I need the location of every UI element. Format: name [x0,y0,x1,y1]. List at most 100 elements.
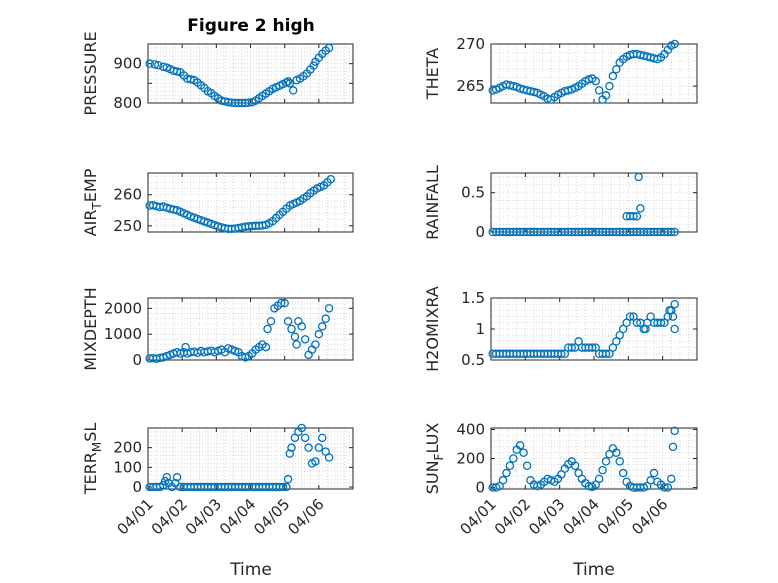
data-point [605,349,614,359]
x-tick-label: 04/02 [491,495,534,538]
data-point [290,332,300,341]
y-axis-label: SUNFLUX [423,423,446,495]
data-point [280,298,289,308]
data-point [594,474,604,484]
data-point [646,476,655,485]
y-tick-label: 100 [113,458,142,476]
y-tick-label: 250 [113,217,142,235]
data-point [297,423,306,433]
y-tick-label: 0 [475,479,485,497]
data-point [588,343,597,352]
series-air-temp [145,174,336,234]
data-point [612,448,621,457]
y-tick-label: 1000 [104,325,142,343]
y-tick-label: 0.5 [461,184,485,202]
data-point [667,474,676,484]
x-tick-label: 04/01 [457,495,500,538]
data-point [641,324,650,334]
series-h2omixra [488,299,679,359]
series-theta [488,39,679,104]
figure-title: Figure 2 high [187,16,315,36]
data-point [636,204,645,213]
x-axis-label-left: Time [229,560,272,580]
x-tick-label: 04/03 [182,495,225,538]
x-tick-label: 04/06 [284,495,327,538]
x-tick-label: 04/05 [250,495,293,538]
data-point [300,335,310,344]
data-point [311,340,320,349]
data-point [632,318,642,328]
data-point [608,71,618,81]
data-point [608,343,618,352]
data-point [612,65,621,74]
data-point [634,172,643,182]
data-point [326,174,336,184]
data-point [519,448,528,457]
data-point [667,227,676,237]
data-point [670,39,679,49]
x-axis-label-right: Time [572,560,615,580]
data-point [304,350,313,360]
data-point [153,60,163,70]
data-point [324,453,334,462]
data-point [574,337,583,346]
data-point [591,76,600,86]
series-rainfall [488,172,679,237]
y-tick-label: 400 [456,420,485,438]
data-point [660,318,669,328]
data-point [266,316,276,326]
data-point [668,442,678,452]
data-point [288,86,298,95]
data-point [317,433,327,443]
axes-box [490,172,698,233]
data-point [670,426,679,436]
panel-theta: 265 270 THETA [423,35,698,104]
y-axis-label: H2OMIXRA [423,286,442,372]
data-point [605,81,614,91]
x-tick-label: 04/03 [525,495,568,538]
data-point [663,483,673,492]
data-point [629,312,638,321]
data-point [632,212,642,221]
data-point [660,483,669,492]
data-point [625,312,635,321]
y-tick-label: 0.5 [461,351,485,369]
data-point [300,433,310,443]
data-point [601,349,611,359]
y-axis-label: AIRTEMP [81,168,104,236]
data-point [287,443,296,452]
data-point [261,342,271,352]
y-tick-label: 0 [475,223,485,241]
data-point [321,314,330,323]
y-tick-label: 900 [113,55,142,73]
data-point [297,322,306,331]
panel-rainfall: 0 0.5 RAINFALL [423,165,698,241]
series-terr-msl [145,423,334,492]
data-point [618,468,628,478]
x-tick-label: 04/04 [216,495,259,538]
data-point [317,322,327,331]
data-point [505,461,515,471]
data-point [324,304,334,313]
y-axis-label: PRESSURE [81,31,100,115]
x-tick-label: 04/04 [560,495,603,538]
data-point [598,465,607,475]
data-point [670,324,679,334]
data-point [522,461,532,471]
data-point [311,457,320,466]
y-tick-label: 0 [132,351,142,369]
x-tick-label: 04/06 [628,495,671,538]
data-point [186,75,195,84]
data-point [278,482,288,492]
y-tick-label: 0 [132,478,142,496]
data-point [502,468,511,478]
data-point [615,457,625,466]
data-point [649,468,659,478]
y-tick-label: 800 [113,94,142,112]
data-point [594,86,604,95]
y-tick-label: 260 [113,186,142,204]
data-point [283,316,293,326]
y-tick-label: 200 [113,439,142,457]
